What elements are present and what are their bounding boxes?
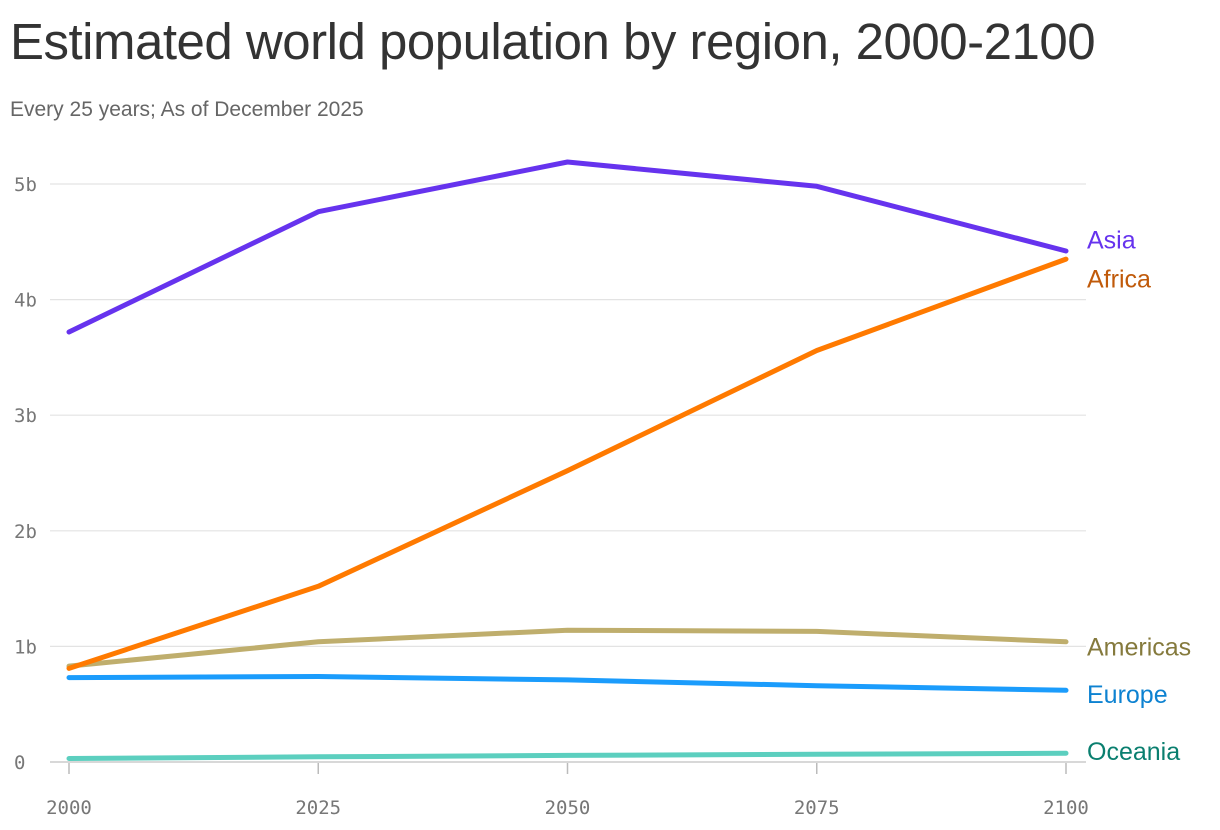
y-tick-label: 2b bbox=[14, 521, 37, 543]
series-label-americas: Americas bbox=[1087, 633, 1191, 661]
series-labels: Asia Africa Americas Europe Oceania bbox=[1087, 227, 1191, 766]
grid-lines bbox=[50, 183, 1086, 763]
y-tick-label: 5b bbox=[14, 174, 37, 196]
y-axis-ticks: 0 1b 2b 3b 4b 5b bbox=[14, 174, 37, 774]
y-tick-label: 0 bbox=[14, 752, 25, 774]
series-label-europe: Europe bbox=[1087, 681, 1168, 709]
series-lines bbox=[66, 159, 1069, 761]
series-line-americas bbox=[66, 627, 1069, 669]
series-label-asia: Asia bbox=[1087, 227, 1136, 255]
y-tick-label: 4b bbox=[14, 290, 37, 312]
series-line-europe bbox=[66, 674, 1069, 693]
x-tick-label: 2025 bbox=[295, 797, 341, 819]
series-line-oceania bbox=[66, 750, 1069, 761]
series-label-oceania: Oceania bbox=[1087, 738, 1180, 766]
x-tick-label: 2000 bbox=[46, 797, 92, 819]
chart-subtitle: Every 25 years; As of December 2025 bbox=[10, 98, 364, 121]
y-tick-label: 1b bbox=[14, 636, 37, 658]
x-tick-label: 2100 bbox=[1043, 797, 1089, 819]
series-label-africa: Africa bbox=[1087, 266, 1151, 294]
chart-title: Estimated world population by region, 20… bbox=[10, 13, 1096, 70]
x-tick-label: 2050 bbox=[545, 797, 591, 819]
y-tick-label: 3b bbox=[14, 405, 37, 427]
x-axis: 2000 2025 2050 2075 2100 bbox=[46, 763, 1089, 819]
series-line-asia bbox=[66, 159, 1069, 335]
series-line-africa bbox=[66, 256, 1069, 671]
x-tick-label: 2075 bbox=[794, 797, 840, 819]
